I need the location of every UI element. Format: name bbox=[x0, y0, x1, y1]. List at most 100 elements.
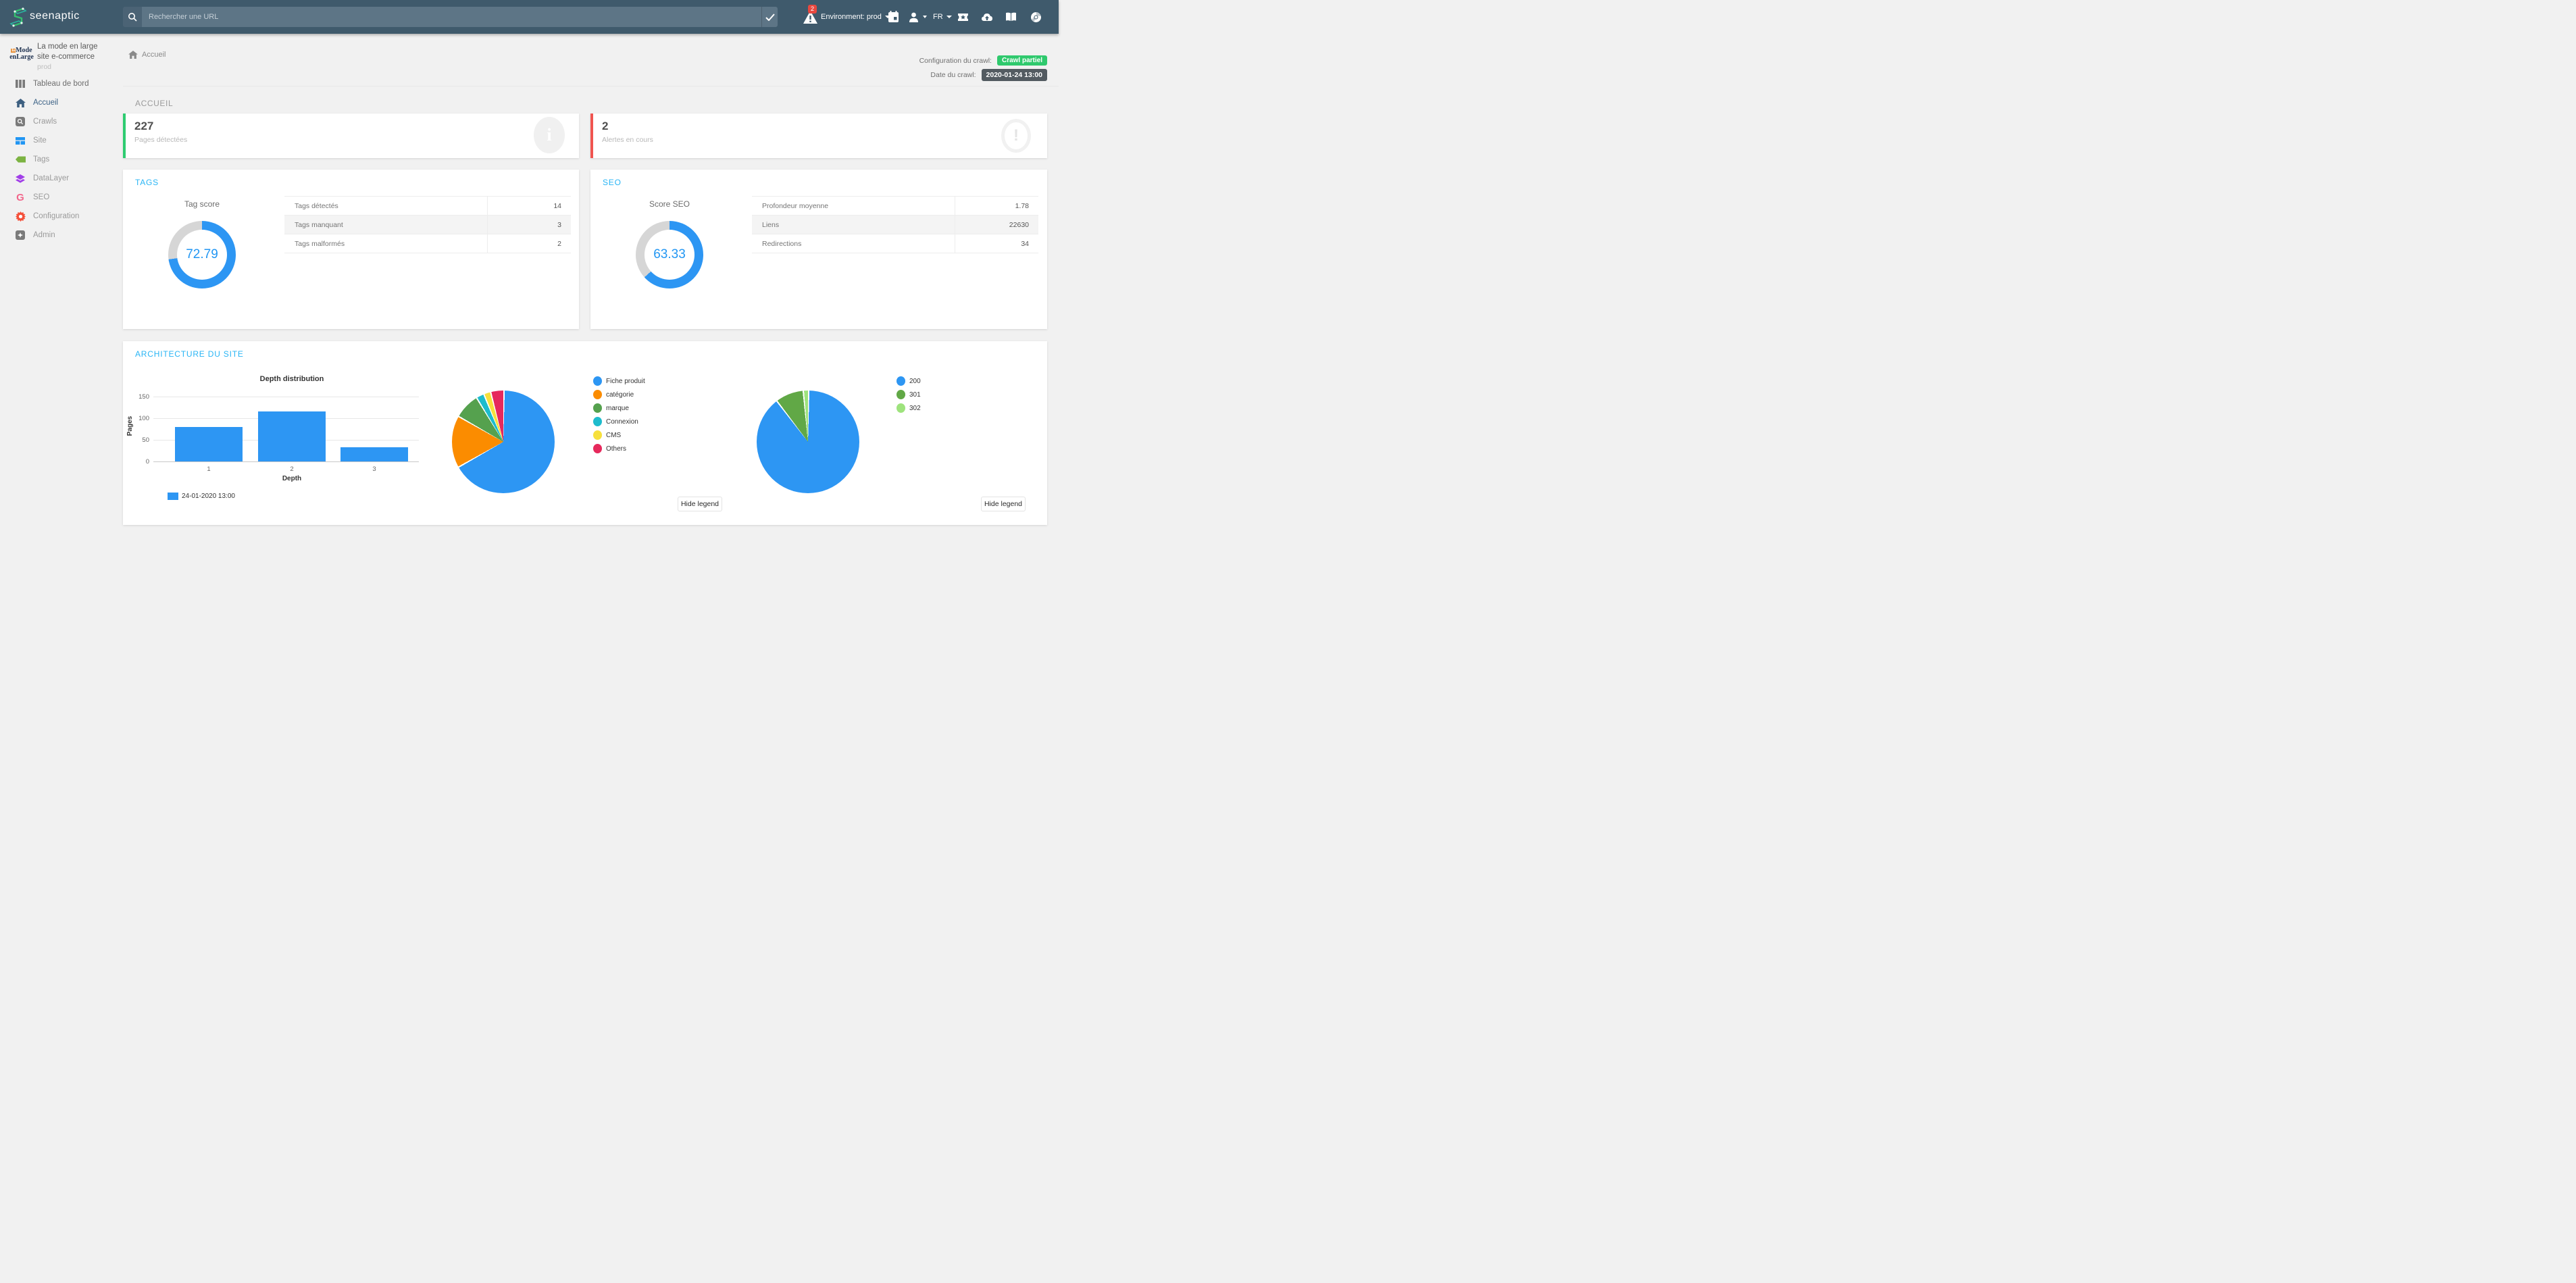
browser-chrome-icon[interactable] bbox=[1030, 0, 1042, 34]
bar[interactable] bbox=[258, 411, 326, 461]
sidebar-item-accueil[interactable]: Accueil bbox=[0, 93, 123, 112]
environment-label: Environment: prod bbox=[821, 13, 882, 21]
table-column-divider bbox=[487, 197, 488, 253]
alerts-label: Alertes en cours bbox=[602, 136, 653, 144]
legend-label: Fiche produit bbox=[606, 377, 645, 385]
sidebar-item-admin[interactable]: Admin bbox=[0, 226, 123, 245]
x-axis-tick: 3 bbox=[372, 466, 376, 473]
y-axis-tick: 150 bbox=[138, 393, 149, 401]
alerts-count: 2 bbox=[602, 120, 609, 132]
hide-legend-button[interactable]: Hide legend bbox=[981, 497, 1026, 511]
breadcrumb: Accueil bbox=[128, 51, 166, 59]
brand-name: seenaptic bbox=[30, 10, 80, 22]
bar[interactable] bbox=[175, 426, 243, 461]
table-row: Profondeur moyenne 1.78 bbox=[752, 197, 1038, 216]
legend-marker bbox=[593, 444, 602, 453]
legend-item[interactable]: 200 bbox=[896, 376, 921, 386]
crawl-date-badge: 2020-01-24 13:00 bbox=[981, 69, 1047, 81]
status-codes-legend: 200 301 302 bbox=[896, 376, 921, 417]
page-title: ACCUEIL bbox=[135, 99, 174, 108]
legend-marker bbox=[896, 403, 905, 413]
gear-icon bbox=[15, 211, 26, 222]
page-types-pie-chart[interactable] bbox=[452, 391, 555, 493]
crawl-date-label: Date du crawl: bbox=[930, 71, 976, 79]
breadcrumb-home[interactable]: Accueil bbox=[142, 51, 166, 59]
y-axis-tick: 100 bbox=[138, 415, 149, 422]
org-environment: prod bbox=[37, 63, 52, 71]
legend-marker bbox=[168, 493, 178, 500]
legend-item[interactable]: Others bbox=[593, 444, 645, 453]
page-types-legend: Fiche produit catégorie marque Connexion CMS… bbox=[593, 376, 645, 457]
alert-exclamation-icon[interactable]: ! bbox=[1001, 119, 1031, 153]
crawl-search-icon bbox=[15, 116, 26, 127]
tag-score-donut: 72.79 bbox=[168, 221, 236, 288]
depth-bar-chart[interactable]: 0 50 100 150 1 2 3 bbox=[138, 393, 419, 473]
hide-legend-button[interactable]: Hide legend bbox=[678, 497, 722, 511]
sidebar-item-tableau-de-bord[interactable]: Tableau de bord bbox=[0, 74, 123, 93]
table-row: Liens 22630 bbox=[752, 216, 1038, 234]
seo-score-donut: 63.33 bbox=[636, 221, 703, 288]
legend-marker bbox=[593, 417, 602, 426]
navbar: seenaptic 2 Environment: prod FR bbox=[0, 0, 1059, 34]
legend-item[interactable]: catégorie bbox=[593, 390, 645, 399]
sidebar-item-tags[interactable]: Tags bbox=[0, 150, 123, 169]
tags-table: Tags détectés 14 Tags manquant 3 Tags ma… bbox=[284, 196, 571, 253]
legend-label: catégorie bbox=[606, 391, 634, 399]
sidebar-item-crawls[interactable]: Crawls bbox=[0, 112, 123, 131]
legend-label: 302 bbox=[909, 404, 921, 412]
language-dropdown[interactable]: FR bbox=[933, 0, 952, 34]
cloud-upload-icon[interactable] bbox=[981, 0, 993, 34]
bar-chart-legend[interactable]: 24-01-2020 13:00 bbox=[168, 493, 235, 500]
legend-item[interactable]: Connexion bbox=[593, 417, 645, 426]
calendar-icon[interactable] bbox=[888, 0, 899, 34]
chevron-down-icon bbox=[884, 16, 890, 18]
legend-item[interactable]: 301 bbox=[896, 390, 921, 399]
sidebar: laMode enLarge La mode en large site e-c… bbox=[0, 34, 123, 528]
architecture-card: ARCHITECTURE DU SITE Depth distribution … bbox=[123, 341, 1047, 525]
environment-dropdown[interactable]: Environment: prod bbox=[821, 0, 890, 34]
legend-item[interactable]: marque bbox=[593, 403, 645, 413]
sidebar-item-seo[interactable]: G SEO bbox=[0, 188, 123, 207]
legend-label: Connexion bbox=[606, 418, 638, 426]
legend-label: 24-01-2020 13:00 bbox=[182, 493, 235, 500]
pages-label: Pages détectées bbox=[134, 136, 188, 144]
sidebar-item-datalayer[interactable]: DataLayer bbox=[0, 169, 123, 188]
legend-label: 200 bbox=[909, 377, 921, 385]
y-axis-tick: 50 bbox=[142, 436, 149, 444]
ticket-icon[interactable] bbox=[957, 0, 969, 34]
status-codes-pie-chart[interactable] bbox=[757, 391, 859, 493]
legend-item[interactable]: Fiche produit bbox=[593, 376, 645, 386]
legend-item[interactable]: 302 bbox=[896, 403, 921, 413]
seo-score-title: Score SEO bbox=[649, 199, 690, 209]
url-search-bar bbox=[123, 7, 778, 27]
seo-card: SEO Score SEO 63.33 Profondeur moyenne 1… bbox=[590, 170, 1047, 329]
alerts-warning-icon[interactable] bbox=[803, 0, 818, 34]
legend-marker bbox=[593, 430, 602, 440]
bar[interactable] bbox=[340, 447, 408, 461]
org-name: La mode en large site e-commerce prod bbox=[37, 43, 98, 71]
legend-marker bbox=[593, 403, 602, 413]
table-row: Tags malformés 2 bbox=[284, 234, 571, 253]
legend-item[interactable]: CMS bbox=[593, 430, 645, 440]
org-logo: laMode enLarge bbox=[9, 47, 34, 61]
gridline bbox=[153, 461, 419, 462]
home-icon bbox=[15, 97, 26, 108]
search-input[interactable] bbox=[142, 7, 761, 27]
sidebar-item-configuration[interactable]: Configuration bbox=[0, 207, 123, 226]
search-submit-button[interactable] bbox=[761, 7, 778, 27]
legend-marker bbox=[593, 390, 602, 399]
search-icon bbox=[123, 7, 142, 27]
seo-score-value: 63.33 bbox=[653, 247, 686, 261]
tag-score-title: Tag score bbox=[184, 199, 220, 209]
chevron-down-icon bbox=[946, 16, 952, 18]
docs-book-icon[interactable] bbox=[1005, 0, 1017, 34]
user-menu[interactable] bbox=[908, 0, 927, 34]
layers-icon bbox=[15, 173, 26, 184]
home-icon bbox=[128, 51, 138, 59]
sidebar-item-site[interactable]: Site bbox=[0, 131, 123, 150]
crawl-info: Configuration du crawl: Crawl partiel Da… bbox=[872, 55, 1047, 84]
architecture-card-title: ARCHITECTURE DU SITE bbox=[135, 349, 244, 359]
info-icon[interactable]: i bbox=[534, 117, 565, 153]
g-letter-icon: G bbox=[16, 191, 24, 203]
x-axis-tick: 2 bbox=[290, 466, 294, 473]
